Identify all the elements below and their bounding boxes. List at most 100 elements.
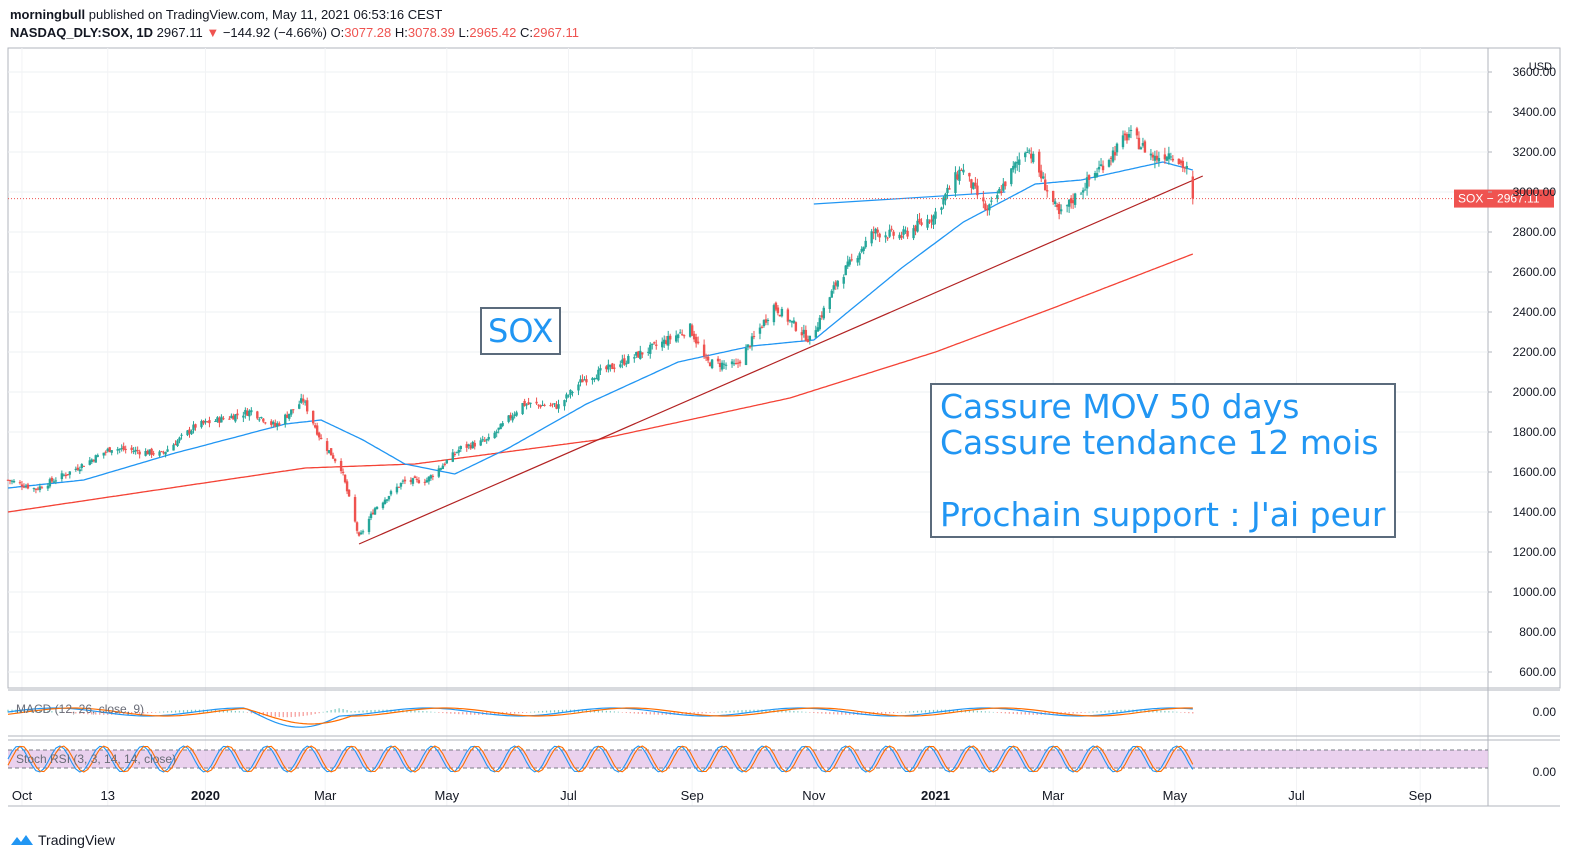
stoch-label[interactable]: Stoch RSI (3, 3, 14, 14, close) — [16, 752, 177, 766]
macd-histogram-bar — [123, 712, 125, 715]
candle-body — [579, 379, 582, 383]
macd-histogram-bar — [178, 710, 181, 713]
candle-body — [68, 471, 72, 475]
y-tick-label: 2600.00 — [1513, 265, 1557, 279]
candle-body — [403, 479, 407, 482]
macd-tick: 0.00 — [1533, 705, 1557, 719]
macd-histogram-bar — [525, 712, 528, 713]
candle-body — [1107, 160, 1111, 167]
macd-histogram-bar — [641, 712, 643, 715]
brand-name[interactable]: TradingView — [38, 832, 116, 848]
macd-histogram-bar — [885, 712, 887, 714]
candle-body — [944, 193, 947, 201]
y-tick-label: 3600.00 — [1513, 65, 1557, 79]
candle-body — [230, 415, 233, 419]
candle-body — [329, 448, 333, 456]
macd-histogram-bar — [238, 711, 240, 713]
candle-body — [1141, 142, 1145, 146]
macd-histogram-bar — [936, 709, 939, 713]
macd-histogram-bar — [912, 711, 915, 713]
candle-body — [457, 449, 460, 453]
candle-body — [1155, 155, 1159, 160]
macd-histogram-bar — [976, 710, 978, 713]
macd-histogram-bar — [506, 712, 508, 715]
macd-histogram-bar — [278, 712, 280, 718]
macd-histogram-bar — [896, 712, 899, 713]
y-tick-label: 2800.00 — [1513, 225, 1557, 239]
candle-body — [856, 258, 859, 263]
macd-histogram-bar — [809, 712, 811, 713]
macd-histogram-bar — [916, 710, 919, 713]
candle-body — [246, 410, 249, 416]
author-name[interactable]: morningbull — [10, 7, 86, 22]
price-axis[interactable]: 600.00 800.00 1000.00 1200.00 1400.00 1600.00… — [1488, 61, 1556, 679]
candle-body — [218, 417, 221, 423]
low-label: L: — [458, 25, 470, 40]
candle-body — [80, 464, 84, 468]
candle-body — [220, 416, 223, 423]
macd-histogram-bar — [952, 709, 955, 713]
macd-line — [7, 707, 1193, 728]
candle-body — [1185, 166, 1189, 169]
macd-histogram-bar — [1012, 712, 1014, 714]
candle-body — [607, 364, 610, 370]
macd-histogram-bar — [565, 709, 568, 713]
sox-annotation[interactable]: SOX — [480, 307, 562, 355]
candle-body — [164, 451, 167, 455]
candle-body — [996, 195, 999, 199]
candle-body — [932, 215, 935, 225]
macd-histogram-bar — [1028, 712, 1030, 715]
candle-body — [583, 379, 586, 381]
macd-histogram-bar — [71, 712, 73, 714]
candle-body — [1169, 156, 1173, 158]
candle-body — [1053, 201, 1057, 204]
candle-body — [190, 430, 193, 435]
candle-body — [690, 325, 694, 336]
candle-body — [874, 228, 877, 234]
macd-histogram-bar — [865, 712, 867, 715]
note-annotation[interactable]: Cassure MOV 50 days Cassure tendance 12 … — [930, 383, 1396, 538]
macd-histogram-bar — [310, 712, 312, 715]
candle-body — [471, 442, 474, 449]
macd-histogram-bar — [119, 712, 121, 715]
candle-body — [764, 319, 768, 323]
macd-histogram-bar — [490, 712, 492, 715]
time-axis[interactable]: Oct 13 2020 Mar May Jul Sep Nov 2021 Mar May Jul Sep — [8, 687, 1560, 807]
candle-body — [916, 220, 919, 232]
macd-histogram-bar — [334, 709, 336, 713]
candle-body — [124, 448, 127, 450]
candle-body — [886, 237, 889, 239]
candle-body — [786, 309, 790, 322]
candle-body — [611, 363, 614, 370]
note-line-1: Cassure MOV 50 days — [940, 387, 1300, 426]
candle-body — [928, 221, 931, 223]
candle-body — [665, 340, 668, 344]
candle-body — [194, 424, 197, 428]
candle-body — [647, 351, 650, 353]
candle-body — [455, 452, 458, 454]
candle-body — [748, 345, 752, 348]
y-tick-label: 3400.00 — [1513, 105, 1557, 119]
candle-body — [844, 265, 847, 276]
candle-body — [704, 357, 708, 359]
candle-body — [746, 344, 750, 347]
candle-body — [864, 240, 867, 248]
macd-histogram-bar — [230, 710, 232, 713]
candle-body — [828, 297, 831, 310]
macd-histogram-bar — [270, 712, 272, 717]
candle-body — [305, 400, 309, 412]
candle-body — [595, 377, 598, 380]
candle-body — [948, 188, 951, 190]
macd-histogram-bar — [206, 709, 209, 713]
candle-body — [216, 417, 219, 422]
candle-body — [22, 486, 26, 488]
macd-histogram-bar — [661, 712, 663, 715]
macd-histogram-bar — [83, 712, 85, 715]
last-price-line: SOX − 2967.11 — [8, 189, 1554, 208]
candle-body — [122, 446, 125, 450]
macd-label[interactable]: MACD (12, 26, close, 9) — [16, 702, 145, 716]
candle-body — [371, 512, 375, 515]
candle-body — [1042, 176, 1045, 179]
macd-histogram-bar — [246, 712, 248, 713]
